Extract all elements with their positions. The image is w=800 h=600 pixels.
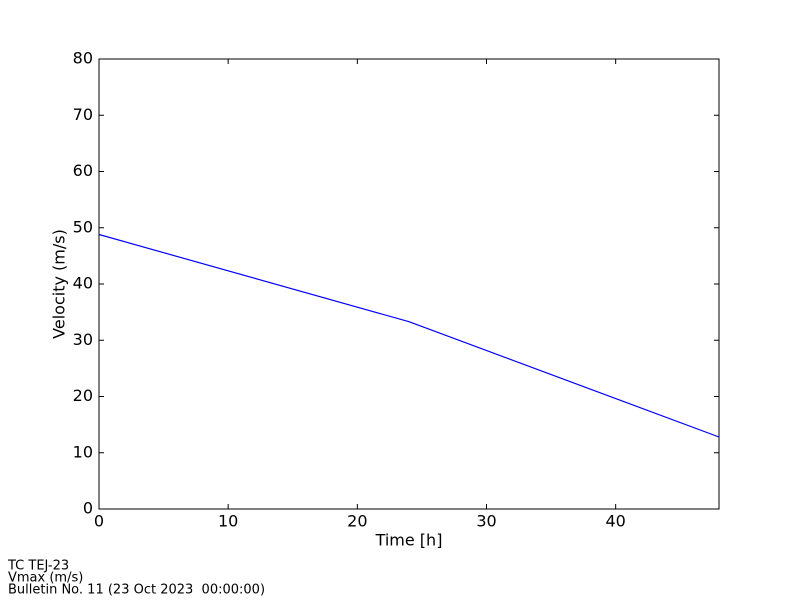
- footer-line: Bulletin No. 11 (23 Oct 2023 00:00:00): [8, 583, 265, 598]
- x-tick-label: 40: [605, 512, 625, 531]
- data-line: [98, 233, 720, 438]
- y-tick-label: 60: [73, 161, 93, 180]
- y-axis-label: Velocity (m/s): [50, 229, 69, 339]
- y-tick-label: 10: [73, 442, 93, 461]
- x-tick-label: 10: [218, 512, 238, 531]
- y-tick-label: 50: [73, 217, 93, 236]
- y-tick-label: 0: [83, 499, 93, 518]
- x-tick-label: 0: [94, 512, 104, 531]
- y-tick-label: 80: [73, 49, 93, 68]
- footer-line: Vmax (m/s): [8, 571, 83, 586]
- y-tick-label: 40: [73, 274, 93, 293]
- y-tick-label: 30: [73, 330, 93, 349]
- x-axis-label: Time [h]: [375, 531, 443, 550]
- x-tick-label: 30: [476, 512, 496, 531]
- x-tick-label: 20: [347, 512, 367, 531]
- plot-frame: [98, 58, 720, 510]
- y-tick-label: 70: [73, 105, 93, 124]
- footer-line: TC TEJ-23: [7, 559, 69, 574]
- y-tick-label: 20: [73, 386, 93, 405]
